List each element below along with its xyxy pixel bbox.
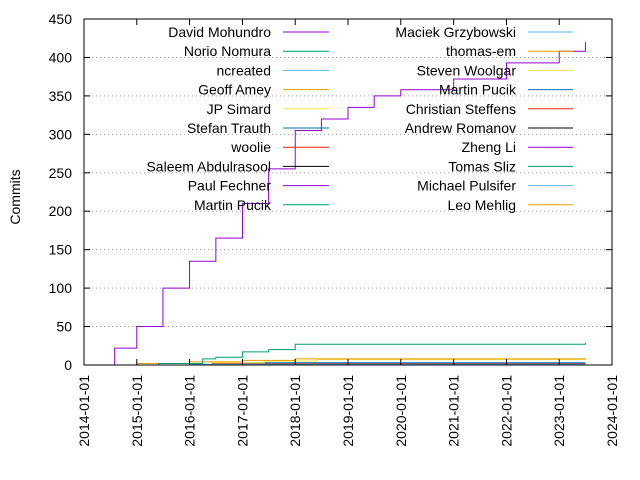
y-grid xyxy=(84,56,612,328)
x-tick-label: 2016-01-01 xyxy=(182,375,198,447)
legend-label: thomas-em xyxy=(446,43,516,59)
legend-label: Leo Mehlig xyxy=(448,197,517,213)
y-tick-label: 250 xyxy=(49,165,73,181)
legend-label: Steven Woolgar xyxy=(417,62,517,78)
y-axis: 0 50 100 150 200 250 300 350 400 450 xyxy=(49,11,612,373)
legend-label: Christian Steffens xyxy=(406,101,516,117)
legend-label: ncreated xyxy=(217,62,271,78)
y-tick-label: 50 xyxy=(56,319,72,335)
legend-label: Zheng Li xyxy=(462,139,516,155)
y-tick-label: 150 xyxy=(49,242,73,258)
x-tick-label: 2015-01-01 xyxy=(129,375,145,447)
series-line xyxy=(103,42,586,366)
y-tick-label: 300 xyxy=(49,126,73,142)
legend-label: Maciek Grzybowski xyxy=(395,24,516,40)
x-tick-label: 2014-01-01 xyxy=(76,375,92,447)
legend-label: Michael Pulsifer xyxy=(417,178,516,194)
legend-label: Martin Pucik xyxy=(439,82,517,98)
x-tick-label: 2019-01-01 xyxy=(340,375,356,447)
x-tick-label: 2018-01-01 xyxy=(287,375,303,447)
legend-label: Martin Pucik xyxy=(194,197,272,213)
legend-label: Tomas Sliz xyxy=(448,158,516,174)
y-tick-label: 400 xyxy=(49,49,73,65)
y-tick-label: 350 xyxy=(49,88,73,104)
legend-label: Andrew Romanov xyxy=(405,120,516,136)
y-tick-label: 450 xyxy=(49,11,73,27)
legend-label: Geoff Amey xyxy=(198,82,271,98)
legend-label: Norio Nomura xyxy=(184,43,271,59)
legend-label: JP Simard xyxy=(207,101,271,117)
legend-label: David Mohundro xyxy=(168,24,271,40)
y-tick-label: 0 xyxy=(64,357,72,373)
legend-label: Paul Fechner xyxy=(188,178,272,194)
x-axis: 2014-01-01 2015-01-01 2016-01-01 2017-01-01… xyxy=(76,19,620,447)
y-tick-label: 100 xyxy=(49,280,73,296)
x-tick-label: 2020-01-01 xyxy=(393,375,409,447)
y-tick-label: 200 xyxy=(49,203,73,219)
series-line xyxy=(103,342,586,366)
legend-label: woolie xyxy=(230,139,271,155)
legend-label: Stefan Trauth xyxy=(187,120,271,136)
x-tick-label: 2024-01-01 xyxy=(604,375,620,447)
legend: David Mohundro Norio Nomura ncreated Geoff … xyxy=(146,24,573,213)
x-tick-label: 2017-01-01 xyxy=(234,375,250,447)
x-tick-label: 2021-01-01 xyxy=(446,375,462,447)
y-axis-label: Commits xyxy=(7,169,23,224)
legend-label: Saleem Abdulrasool xyxy=(146,158,271,174)
x-tick-label: 2022-01-01 xyxy=(498,375,514,447)
x-tick-label: 2023-01-01 xyxy=(551,375,567,447)
